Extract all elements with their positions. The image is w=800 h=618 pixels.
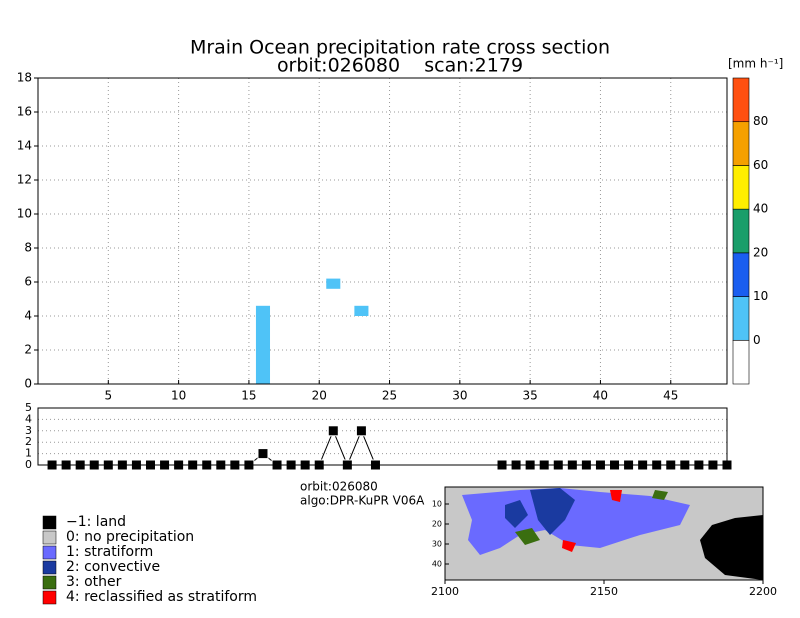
y-tick-label: 8 xyxy=(24,241,32,255)
legend-label: 4: reclassified as stratiform xyxy=(66,589,257,605)
precip-cell xyxy=(326,278,341,289)
colorbar-tick-label: 40 xyxy=(753,202,768,216)
x-tick-label: 2200 xyxy=(749,585,777,598)
y-tick-label: 16 xyxy=(17,105,32,119)
map-land xyxy=(700,515,763,580)
type-marker xyxy=(355,425,367,437)
legend-swatch xyxy=(42,590,57,605)
x-tick-label: 25 xyxy=(382,389,397,403)
y-tick-label: 14 xyxy=(17,139,32,153)
x-tick-label: 40 xyxy=(593,389,608,403)
x-tick-label: 20 xyxy=(312,389,327,403)
type-marker xyxy=(327,425,339,437)
y-tick-label: 2 xyxy=(24,343,32,357)
legend-label: 0: no precipitation xyxy=(66,529,194,545)
map-image xyxy=(444,486,764,581)
legend-swatch xyxy=(42,530,57,545)
y-tick-label: 10 xyxy=(17,207,32,221)
legend-swatch xyxy=(42,545,57,560)
y-tick-label: 6 xyxy=(24,275,32,289)
y-tick-label: 0 xyxy=(24,377,32,391)
x-tick-label: 5 xyxy=(104,389,112,403)
type-marker xyxy=(257,448,269,460)
x-tick-label: 35 xyxy=(523,389,538,403)
colorbar-tick-label: 20 xyxy=(753,245,768,259)
legend-label: −1: land xyxy=(66,514,126,530)
map-other xyxy=(652,490,668,500)
legend-label: 1: stratiform xyxy=(66,544,153,560)
y-tick-label: 4 xyxy=(24,309,32,323)
legend-swatch xyxy=(42,560,57,575)
map-convective xyxy=(530,488,575,535)
legend-swatch xyxy=(42,575,57,590)
y-tick-label: 2 xyxy=(25,435,32,448)
y-tick-label: 0 xyxy=(25,458,32,471)
colorbar-segment xyxy=(732,77,750,123)
y-tick-label: 5 xyxy=(25,401,32,414)
legend-label: 3: other xyxy=(66,574,122,590)
colorbar-tick-label: 10 xyxy=(753,289,768,303)
map-other xyxy=(515,528,540,545)
colorbar-tick-label: 80 xyxy=(753,114,768,128)
y-tick-label: 10 xyxy=(432,500,442,509)
info-text: algo:DPR-KuPR V06A xyxy=(300,494,425,508)
colorbar-tick-label: 0 xyxy=(753,333,761,347)
precip-cell xyxy=(255,305,271,384)
y-tick-label: 20 xyxy=(432,520,442,529)
y-tick-label: 40 xyxy=(432,560,442,569)
colorbar-segment xyxy=(732,121,750,166)
colorbar-tick-label: 60 xyxy=(753,158,768,172)
plot-frame xyxy=(37,407,728,466)
chart-title: Mrain Ocean precipitation rate cross sec… xyxy=(190,37,610,59)
colorbar-segment xyxy=(732,339,750,385)
map-reclassified xyxy=(610,490,622,502)
x-tick-label: 2150 xyxy=(590,585,618,598)
map-reclassified xyxy=(562,540,576,552)
x-tick-label: 45 xyxy=(663,389,678,403)
colorbar-segment xyxy=(732,208,750,254)
y-tick-label: 30 xyxy=(432,540,442,549)
y-tick-label: 3 xyxy=(25,424,32,437)
colorbar-segment xyxy=(732,296,750,341)
precip-cell xyxy=(354,305,369,316)
map-convective xyxy=(505,500,528,528)
y-tick-label: 4 xyxy=(25,412,32,425)
y-tick-label: 1 xyxy=(25,447,32,460)
plot-frame xyxy=(37,77,728,385)
y-tick-label: 18 xyxy=(17,71,32,85)
x-tick-label: 15 xyxy=(241,389,256,403)
chart-subtitle: orbit:026080 scan:2179 xyxy=(277,55,523,77)
legend-swatch xyxy=(42,515,57,530)
colorbar-segment xyxy=(732,252,750,297)
x-tick-label: 10 xyxy=(171,389,186,403)
colorbar-label: [mm h⁻¹] xyxy=(728,57,783,71)
x-tick-label: 2100 xyxy=(431,585,459,598)
x-tick-label: 30 xyxy=(452,389,467,403)
colorbar-segment xyxy=(732,165,750,210)
y-tick-label: 12 xyxy=(17,173,32,187)
legend-label: 2: convective xyxy=(66,559,160,575)
info-text: orbit:026080 xyxy=(300,480,378,494)
